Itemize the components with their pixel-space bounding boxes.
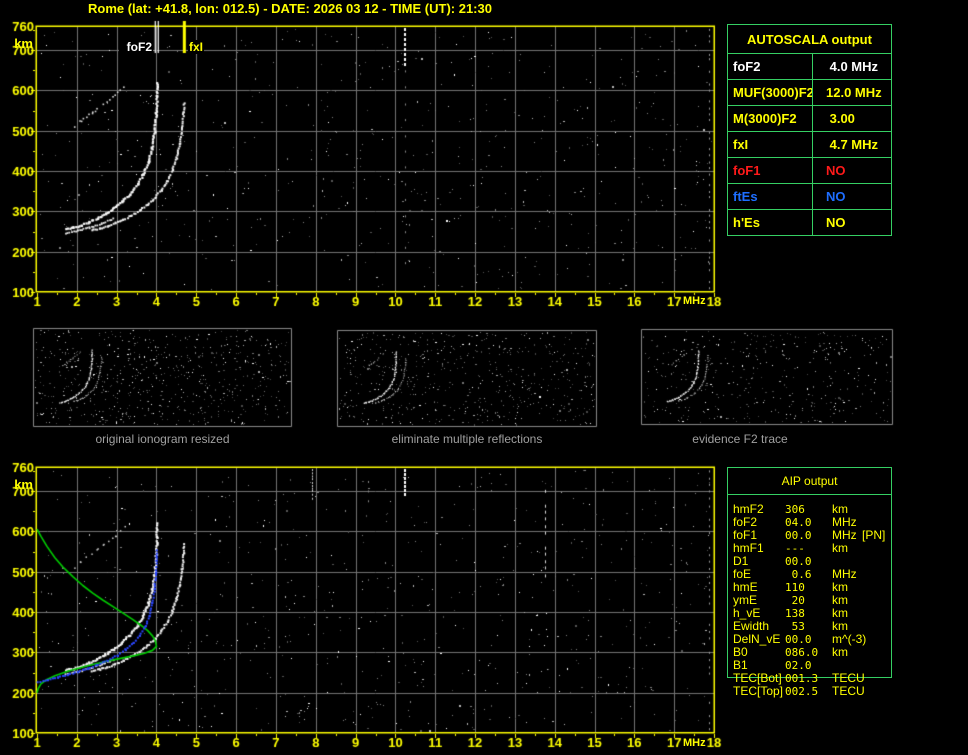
table-row-hes: h'Es NO: [728, 210, 891, 235]
row-label: h'Es: [728, 210, 813, 235]
top-plot-y-axis-unit: km: [14, 36, 33, 51]
top-plot-x-axis-unit: MHz: [683, 295, 706, 307]
aip-row-d1: D1 00.0: [733, 554, 812, 569]
autoscala-table-title: AUTOSCALA output: [728, 25, 891, 54]
aip-row-delnve: DelN_vE 00.0 m^(-3): [733, 632, 867, 647]
table-row-fof1: foF1 NO: [728, 158, 891, 184]
bottom-plot-x-axis-unit: MHz: [683, 737, 706, 749]
panel-caption-evidence: evidence F2 trace: [692, 432, 788, 446]
aip-table-title: AIP output: [728, 468, 891, 495]
table-row-fof2: foF2 4.0 MHz: [728, 54, 891, 80]
row-value: NO: [826, 189, 846, 204]
aip-row-fof2: foF2 04.0 MHz: [733, 515, 857, 530]
row-label: M(3000)F2: [728, 106, 813, 131]
autoscala-output-table: AUTOSCALA output foF2 4.0 MHz MUF(3000)F…: [727, 24, 892, 236]
row-label: foF2: [728, 54, 813, 79]
row-value: 4.0 MHz: [826, 59, 879, 74]
table-row-muf3000f2: MUF(3000)F2 12.0 MHz: [728, 80, 891, 106]
table-row-ftes: ftEs NO: [728, 184, 891, 210]
aip-row-b0: B0 086.0 km: [733, 645, 848, 660]
table-row-m3000f2: M(3000)F2 3.00: [728, 106, 891, 132]
aip-row-hmf1: hmF1 --- km: [733, 541, 848, 556]
row-label: foF1: [728, 158, 813, 183]
aip-row-b1: B1 02.0: [733, 658, 812, 673]
aip-output-table: AIP output hmF2 306 km foF2 04.0 MHz foF1 00.…: [727, 467, 892, 698]
aip-row-tectop: TEC[Top] 002.5 TECU: [733, 684, 865, 699]
aip-row-fof1: foF1 00.0 MHz [PN]: [733, 528, 886, 543]
aip-row-hve: h_vE 138 km: [733, 606, 848, 621]
row-value: 12.0 MHz: [826, 85, 882, 100]
panel-caption-original: original ionogram resized: [95, 432, 230, 446]
aip-table-rows: hmF2 306 km foF2 04.0 MHz foF1 00.0 MHz [PN] hm…: [728, 495, 891, 699]
bottom-plot-y-axis-unit: km: [14, 477, 33, 492]
aip-row-foe: foE 0.6 MHz: [733, 567, 857, 582]
fxi-marker-label: fxI: [188, 40, 205, 54]
row-label: ftEs: [728, 184, 813, 209]
aip-row-yme: ymE 20 km: [733, 593, 848, 608]
page-title: Rome (lat: +41.8, lon: 012.5) - DATE: 20…: [88, 1, 492, 16]
row-value: NO: [826, 215, 846, 230]
aip-row-ewidth: Ewidth 53 km: [733, 619, 848, 634]
aip-row-hmf2: hmF2 306 km: [733, 502, 848, 517]
table-row-fxi: fxI 4.7 MHz: [728, 132, 891, 158]
row-value: NO: [826, 163, 846, 178]
aip-row-hme: hmE 110 km: [733, 580, 848, 595]
fof2-marker-label: foF2: [119, 40, 153, 54]
row-label: MUF(3000)F2: [728, 80, 813, 105]
row-value: 4.7 MHz: [826, 137, 879, 152]
aip-row-tecbot: TEC[Bot] 001.3 TECU: [733, 671, 865, 686]
panel-caption-eliminate: eliminate multiple reflections: [391, 432, 543, 446]
row-value: 3.00: [826, 111, 855, 126]
row-label: fxI: [728, 132, 813, 157]
